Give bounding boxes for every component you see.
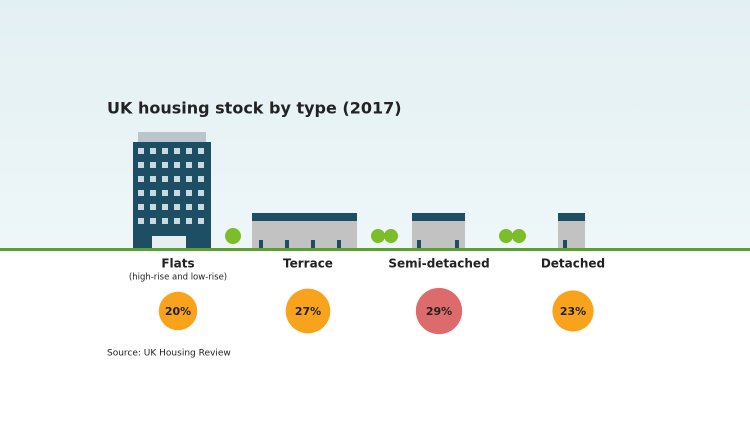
bubble — [415, 287, 463, 335]
bubble — [285, 288, 331, 334]
bubble — [158, 291, 198, 331]
value-label: 23% — [560, 305, 586, 318]
chart-title: UK housing stock by type (2017) — [107, 99, 402, 118]
category-label: Terrace — [283, 257, 333, 271]
category-label: Semi-detached — [388, 257, 489, 271]
value-label: 29% — [426, 305, 452, 318]
category-label: Flats — [161, 257, 194, 271]
ground — [0, 250, 750, 422]
buildings — [0, 132, 750, 251]
bubble — [552, 290, 594, 332]
value-label: 20% — [165, 305, 191, 318]
value-label: 27% — [295, 305, 321, 318]
category-label: Detached — [541, 257, 605, 271]
sky — [0, 0, 750, 250]
source: Source: UK Housing Review — [107, 349, 231, 359]
category-note: (high-rise and low-rise) — [129, 273, 227, 283]
